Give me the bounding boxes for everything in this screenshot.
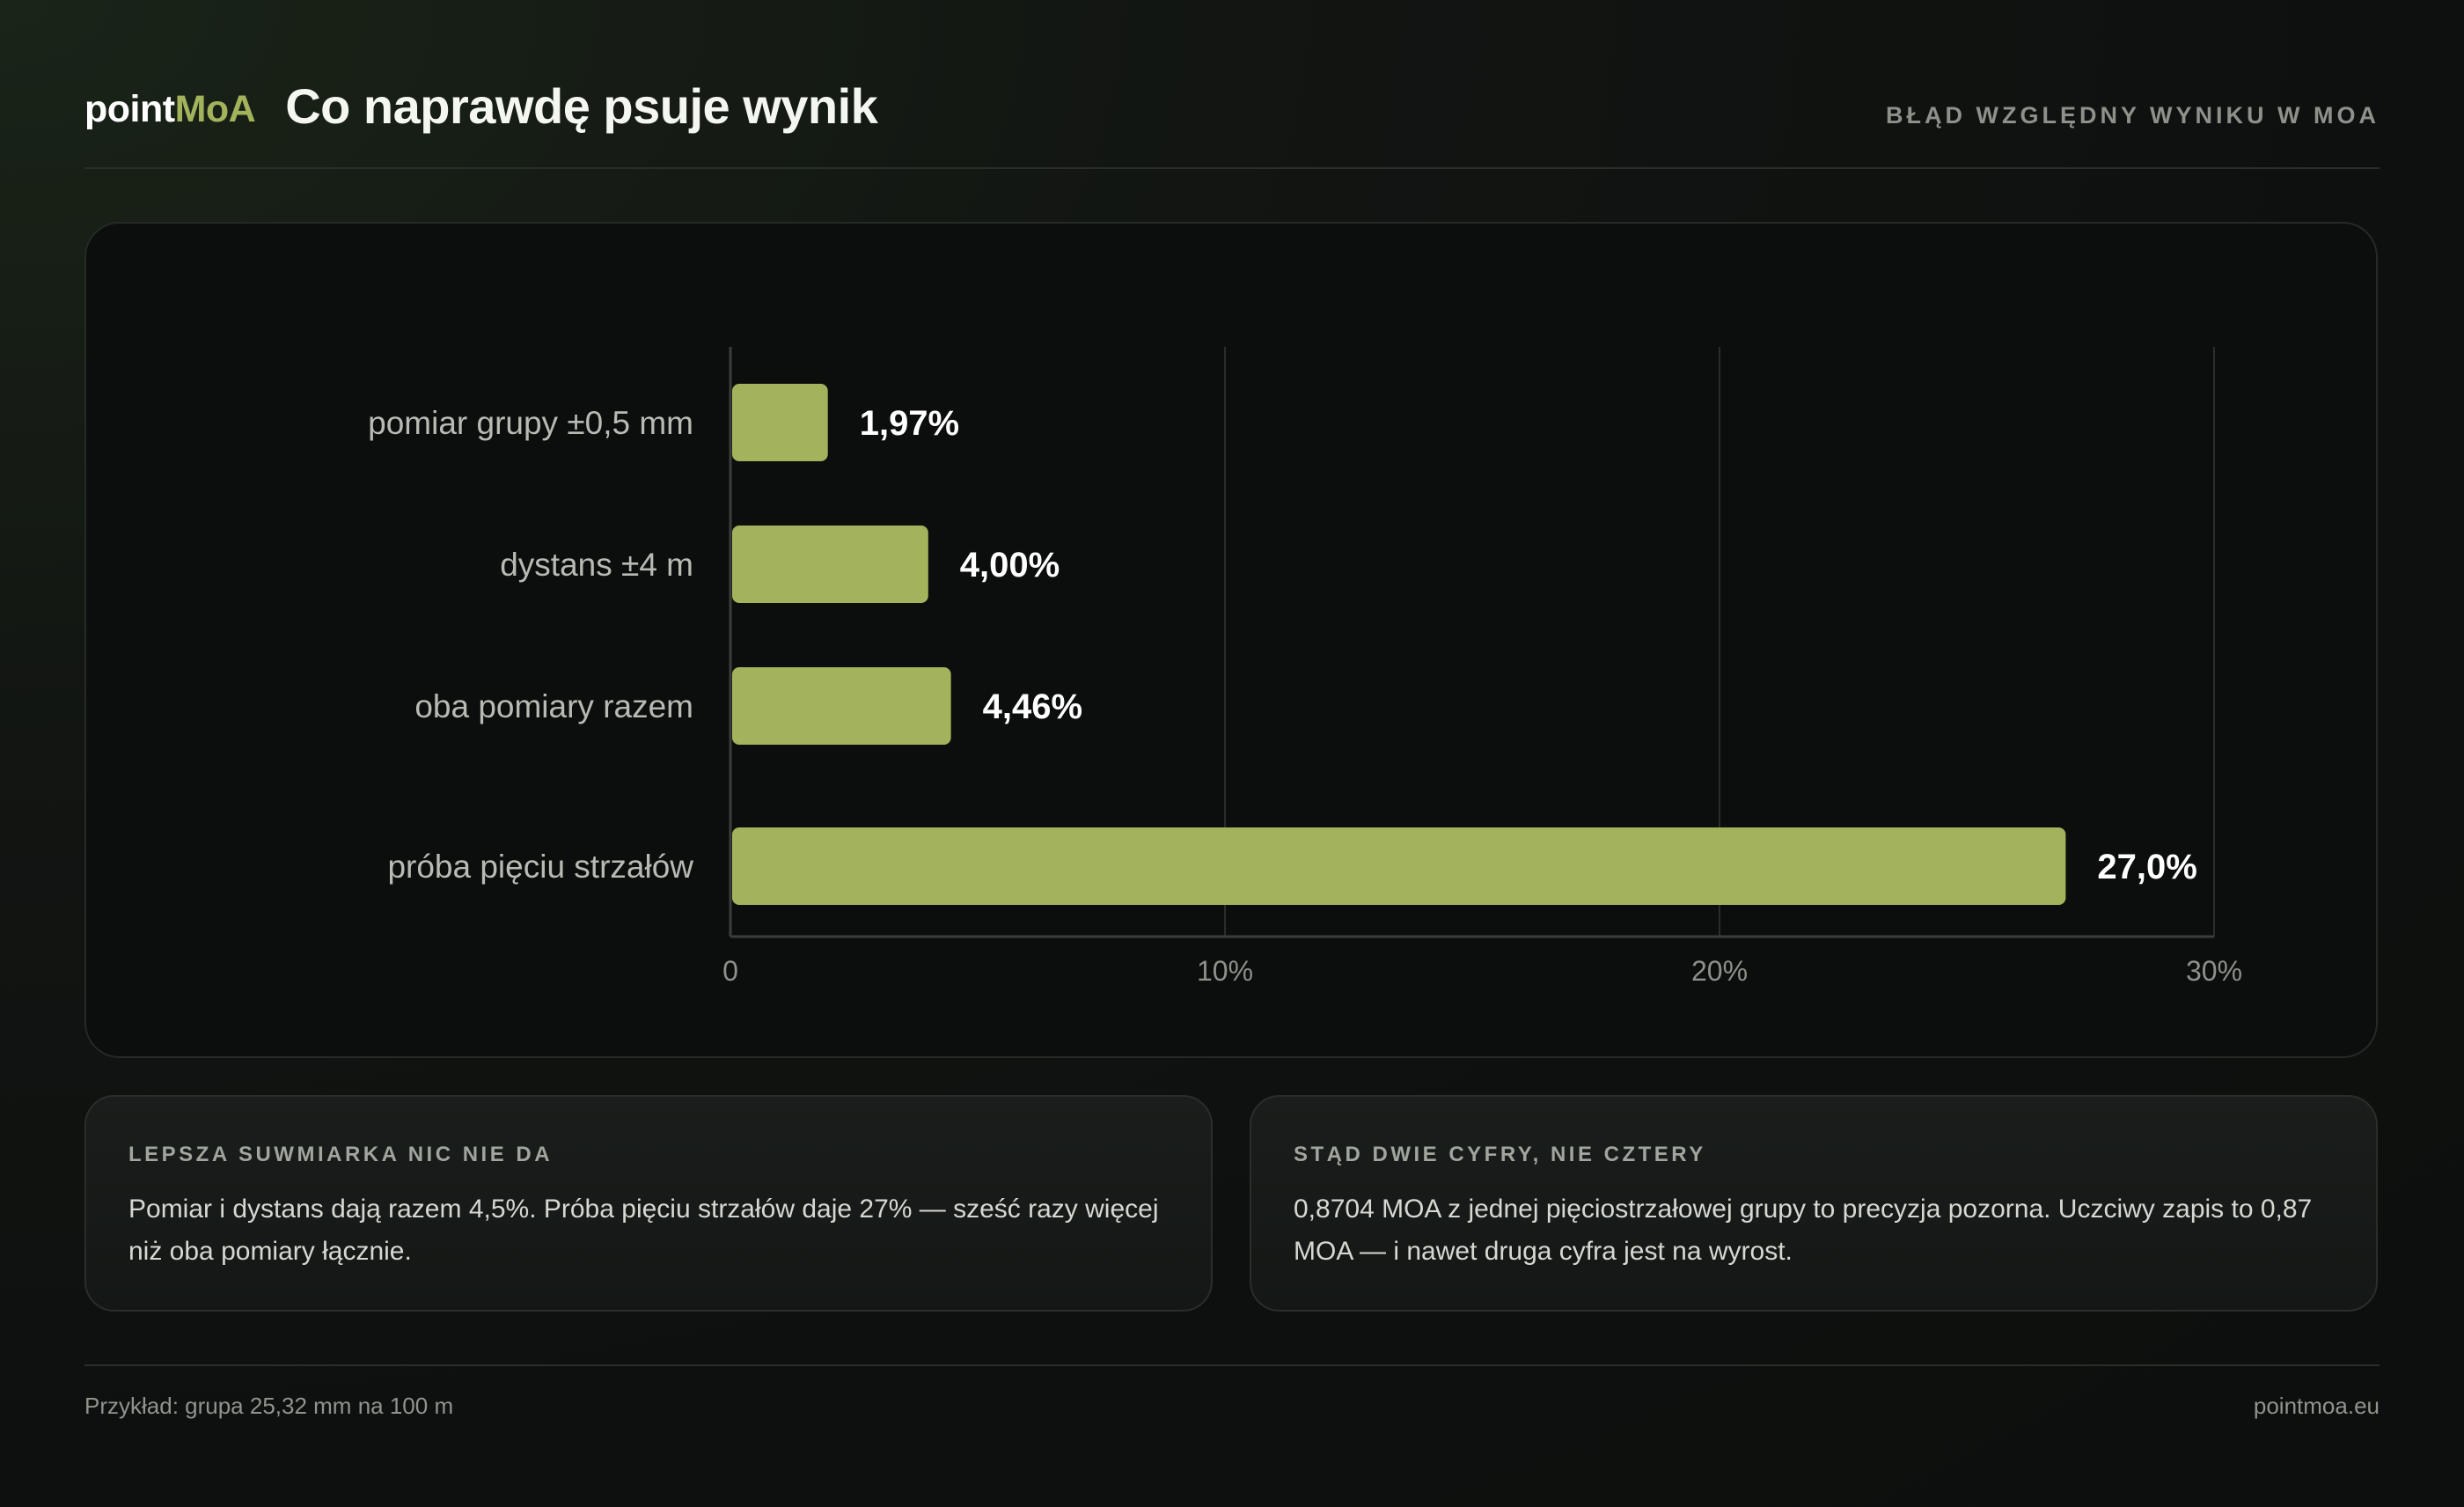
page-footer: Przykład: grupa 25,32 mm na 100 m pointm… [84,1364,2380,1420]
bar-chart: 0 10% 20% 30% pomiar grupy ±0,5 mm 1,97% dysta… [368,347,2242,987]
footer-example: Przykład: grupa 25,32 mm na 100 m [84,1393,454,1419]
x-tick-label: 20% [1691,955,1748,987]
note-card-left: LEPSZA SUWMIARKA NIC NIE DA Pomiar i dys… [84,1095,1213,1312]
chart-card: 0 10% 20% 30% pomiar grupy ±0,5 mm 1,97% dysta… [84,222,2378,1058]
bar [732,526,928,603]
chart-subtitle: BŁĄD WZGLĘDNY WYNIKU W MOA [1886,102,2380,129]
data-label: 4,46% [983,687,1082,726]
footer-site-link[interactable]: pointmoa.eu [2253,1393,2380,1419]
note-text: 0,8704 MOA z jednej pięciostrzałowej gru… [1294,1195,2313,1266]
note-text: Pomiar i dystans dają razem 4,5%. Próba … [128,1195,1159,1266]
x-tick-label: 10% [1197,955,1253,987]
brand-name-moa: MoA [174,88,256,130]
x-tick-label: 0 [722,955,738,987]
bar [732,384,828,461]
page-header: pointMoA Co naprawdę psuje wynik BŁĄD WZ… [84,76,2380,169]
category-label: dystans ±4 m [500,547,693,583]
data-label: 1,97% [860,404,959,443]
page-title: Co naprawdę psuje wynik [285,78,878,134]
brand-logo: pointMoA [84,88,256,131]
category-label: pomiar grupy ±0,5 mm [368,405,693,441]
brand-name-point: point [84,88,175,130]
data-label: 4,00% [960,546,1060,584]
category-label: próba pięciu strzałów [387,849,693,885]
note-card-right: STĄD DWIE CYFRY, NIE CZTERY 0,8704 MOA z… [1250,1095,2378,1312]
note-title: LEPSZA SUWMIARKA NIC NIE DA [128,1143,554,1166]
x-tick-label: 30% [2186,955,2242,987]
bar [732,667,951,745]
note-title: STĄD DWIE CYFRY, NIE CZTERY [1294,1143,1706,1166]
bar [732,827,2066,905]
data-label: 27,0% [2097,848,2196,886]
category-label: oba pomiary razem [414,688,693,724]
